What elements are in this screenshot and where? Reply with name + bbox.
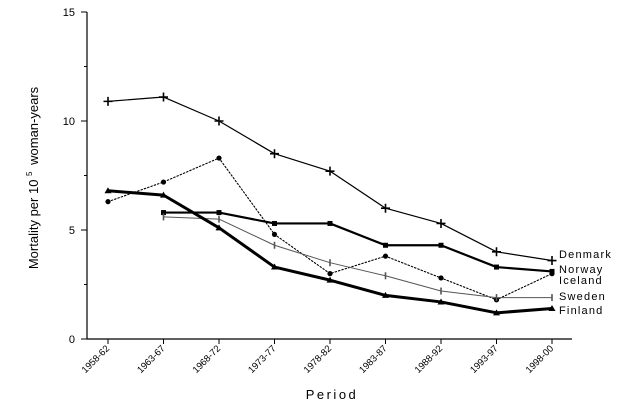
legend-label-sweden: Sweden <box>559 291 606 303</box>
data-point-denmark <box>214 116 224 126</box>
y-axis-title-tail: woman-years <box>26 86 41 166</box>
data-point-iceland <box>216 155 222 161</box>
data-point-norway <box>161 210 166 216</box>
data-point-norway <box>438 242 444 248</box>
data-point-iceland <box>327 271 333 277</box>
x-tick-label: 1958-62 <box>80 343 112 375</box>
series-line-sweden <box>163 216 553 299</box>
x-tick-label: 1988-92 <box>413 343 445 375</box>
data-point-iceland <box>438 275 444 281</box>
data-point-finland <box>437 298 445 305</box>
y-tick-label: 10 <box>63 116 75 128</box>
data-point-denmark <box>436 218 446 228</box>
series-line-finland <box>106 189 554 315</box>
x-tick-label: 1998-00 <box>524 343 556 375</box>
data-point-finland <box>382 291 389 298</box>
y-axis-title-superscript: 5 <box>25 171 34 176</box>
data-point-iceland <box>160 179 167 185</box>
x-tick-label: 1993-97 <box>468 343 500 375</box>
data-point-iceland <box>105 199 111 205</box>
data-point-iceland <box>271 231 278 237</box>
y-axis-title-main: Mortality per 10 <box>26 180 41 270</box>
data-point-finland <box>104 187 112 194</box>
data-point-denmark <box>547 256 557 266</box>
data-point-denmark <box>159 92 168 102</box>
data-point-finland <box>215 224 223 231</box>
data-point-norway <box>272 220 277 226</box>
data-point-denmark <box>325 166 335 176</box>
series-layer <box>103 92 557 316</box>
data-point-finland <box>493 309 500 316</box>
x-tick-label: 1963-67 <box>135 343 167 375</box>
axes: 0 5 10 15 1958-62 1963-67 1968-72 1973-77 1978-8… <box>63 7 572 376</box>
legend-label-norway: Norway <box>559 264 604 276</box>
data-point-denmark <box>381 203 390 213</box>
data-point-finland <box>326 276 334 283</box>
data-point-finland <box>548 304 556 311</box>
x-tick-label: 1983-87 <box>357 343 389 375</box>
data-point-denmark <box>103 96 113 106</box>
y-tick-label: 5 <box>69 225 75 237</box>
legend-label-denmark: Denmark <box>559 249 612 261</box>
y-tick-label: 0 <box>69 334 75 346</box>
legend-label-finland: Finland <box>559 305 603 317</box>
data-point-finland <box>160 191 167 198</box>
data-point-norway <box>383 242 388 248</box>
series-line-denmark <box>107 96 553 262</box>
data-point-iceland <box>549 271 555 277</box>
data-point-norway <box>216 210 222 216</box>
y-axis-title: Mortality per 10 5 woman-years <box>20 86 41 269</box>
data-point-norway <box>327 220 333 226</box>
data-point-denmark <box>492 247 501 257</box>
series-line-norway <box>162 211 554 273</box>
legend-label-iceland: Iceland <box>559 275 603 287</box>
x-tick-label: 1968-72 <box>191 343 223 375</box>
data-point-denmark <box>270 149 279 159</box>
data-point-norway <box>494 264 499 270</box>
y-tick-label: 15 <box>63 7 75 19</box>
data-point-iceland <box>382 253 389 259</box>
data-point-finland <box>271 263 278 270</box>
x-axis-title: Period <box>306 387 359 402</box>
x-tick-label: 1973-77 <box>246 343 278 375</box>
x-tick-label: 1978-82 <box>302 343 334 375</box>
